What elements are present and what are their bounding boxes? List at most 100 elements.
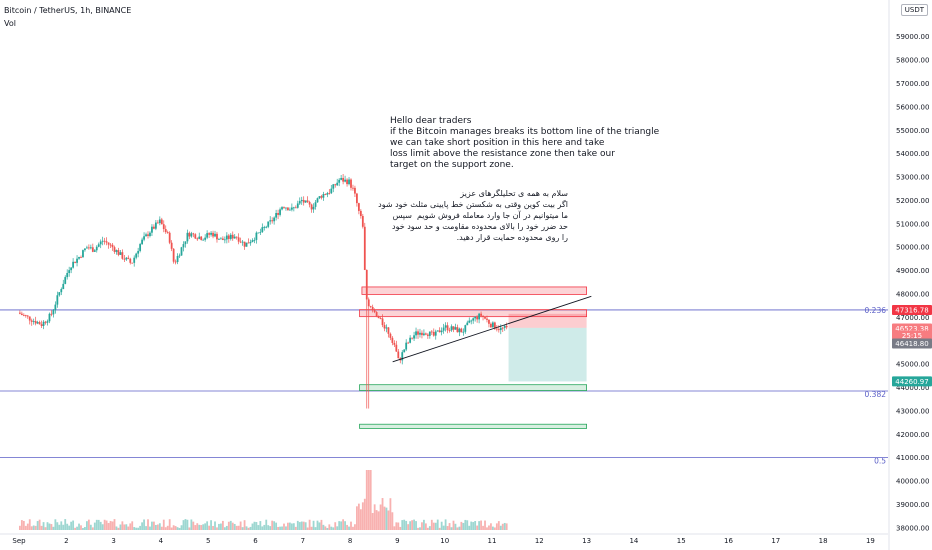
candle-82 xyxy=(180,247,183,256)
price-tick-5: 43000.00 xyxy=(896,407,929,415)
volume-bar-110 xyxy=(235,525,238,530)
candle-225 xyxy=(462,331,465,333)
symbol-title[interactable]: Bitcoin / TetherUS, 1h, BINANCE xyxy=(4,6,132,15)
price-tag-4: 44260.97 xyxy=(895,378,928,386)
volume-bar-185 xyxy=(383,506,386,530)
volume-bar-73 xyxy=(162,519,165,530)
volume-bar-130 xyxy=(275,522,278,530)
candle-203 xyxy=(419,332,421,335)
volume-bar-214 xyxy=(440,521,443,530)
time-tick-1: 2 xyxy=(64,537,68,545)
candle-21 xyxy=(60,289,63,293)
candle-17 xyxy=(52,310,55,315)
candle-129 xyxy=(273,217,276,222)
time-tick-13: 14 xyxy=(629,537,638,545)
drawings[interactable] xyxy=(392,295,592,363)
volume-bar-59 xyxy=(135,527,138,530)
candle-59 xyxy=(135,253,138,258)
candle-8 xyxy=(34,320,37,324)
candle-227 xyxy=(466,322,469,326)
candle-165 xyxy=(344,179,346,182)
volume-bar-39 xyxy=(95,519,98,530)
volume-bar-94 xyxy=(204,523,207,530)
volume-bar-65 xyxy=(147,519,149,530)
candle-87 xyxy=(190,233,193,237)
volume-bar-174 xyxy=(361,502,364,530)
volume-bar-207 xyxy=(426,527,429,530)
volume-bar-58 xyxy=(133,527,136,530)
candle-208 xyxy=(428,331,431,336)
candle-1 xyxy=(20,313,23,315)
volume-bar-141 xyxy=(296,520,299,530)
candle-228 xyxy=(468,320,471,323)
candle-110 xyxy=(235,236,238,238)
volume-bar-113 xyxy=(241,527,244,530)
candle-132 xyxy=(279,209,281,215)
candle-147 xyxy=(308,201,311,205)
fib-label-2: 0.5 xyxy=(874,457,886,466)
volume-bar-108 xyxy=(231,522,234,530)
candle-186 xyxy=(385,327,388,329)
volume-bar-64 xyxy=(145,526,147,530)
candle-239 xyxy=(490,323,492,328)
candle-61 xyxy=(139,244,142,251)
volume-bar-206 xyxy=(424,523,427,530)
time-tick-0: Sep xyxy=(12,537,26,545)
time-tick-9: 10 xyxy=(440,537,449,545)
candle-71 xyxy=(158,219,161,224)
volume-bar-21 xyxy=(60,521,63,530)
volume-bar-123 xyxy=(261,526,264,530)
volume-bar-75 xyxy=(166,525,169,530)
english-note: Hello dear traders if the Bitcoin manage… xyxy=(390,116,660,170)
persian-note: سلام به همه ی تحلیلگرهای عزیز اگر بیت کو… xyxy=(378,189,568,242)
volume-bar-162 xyxy=(338,521,341,530)
volume-bar-208 xyxy=(428,526,431,530)
volume-bar-34 xyxy=(86,521,88,530)
volume-bar-133 xyxy=(281,526,283,530)
candle-105 xyxy=(225,235,228,240)
candle-149 xyxy=(312,206,315,210)
candle-73 xyxy=(162,224,165,230)
volume-bar-199 xyxy=(411,520,413,530)
volume-bar-220 xyxy=(452,520,455,530)
candle-78 xyxy=(172,248,175,262)
candle-79 xyxy=(174,261,177,263)
candle-206 xyxy=(424,333,427,335)
candle-4 xyxy=(26,315,29,317)
currency-button[interactable]: USDT xyxy=(900,4,928,16)
candle-246 xyxy=(503,325,506,328)
volume-bar-152 xyxy=(318,522,321,530)
candle-171 xyxy=(356,193,358,204)
candle-99 xyxy=(214,233,216,237)
price-tick-4: 42000.00 xyxy=(896,431,929,439)
candle-238 xyxy=(488,319,490,324)
volume-bar-38 xyxy=(93,522,96,530)
candle-148 xyxy=(310,204,313,210)
volume-indicator-label[interactable]: Vol xyxy=(4,19,16,28)
candle-172 xyxy=(357,203,360,211)
volume-bar-66 xyxy=(149,526,151,530)
volume-bar-169 xyxy=(352,526,354,530)
volume-bar-136 xyxy=(287,522,289,530)
candle-170 xyxy=(354,187,356,194)
candle-40 xyxy=(97,244,100,247)
volume-bar-101 xyxy=(218,523,220,530)
volume-bar-211 xyxy=(434,522,437,530)
volume-bar-56 xyxy=(129,523,132,530)
volume-bar-157 xyxy=(328,524,331,530)
candle-162 xyxy=(338,179,341,183)
volume-bar-233 xyxy=(478,521,481,530)
candle-92 xyxy=(200,236,203,240)
volume-bar-230 xyxy=(472,522,475,530)
volume-bar-80 xyxy=(176,527,179,530)
candle-62 xyxy=(141,239,143,245)
volume-bar-200 xyxy=(413,519,415,530)
resistance-zone-0 xyxy=(361,286,587,295)
candle-133 xyxy=(281,207,283,210)
price-axis: 38000.00 39000.00 40000.00 41000.00 42000.00… xyxy=(888,0,932,550)
volume-bar-82 xyxy=(180,525,183,530)
candle-15 xyxy=(48,313,51,322)
candle-116 xyxy=(247,242,250,244)
candle-219 xyxy=(450,326,453,331)
